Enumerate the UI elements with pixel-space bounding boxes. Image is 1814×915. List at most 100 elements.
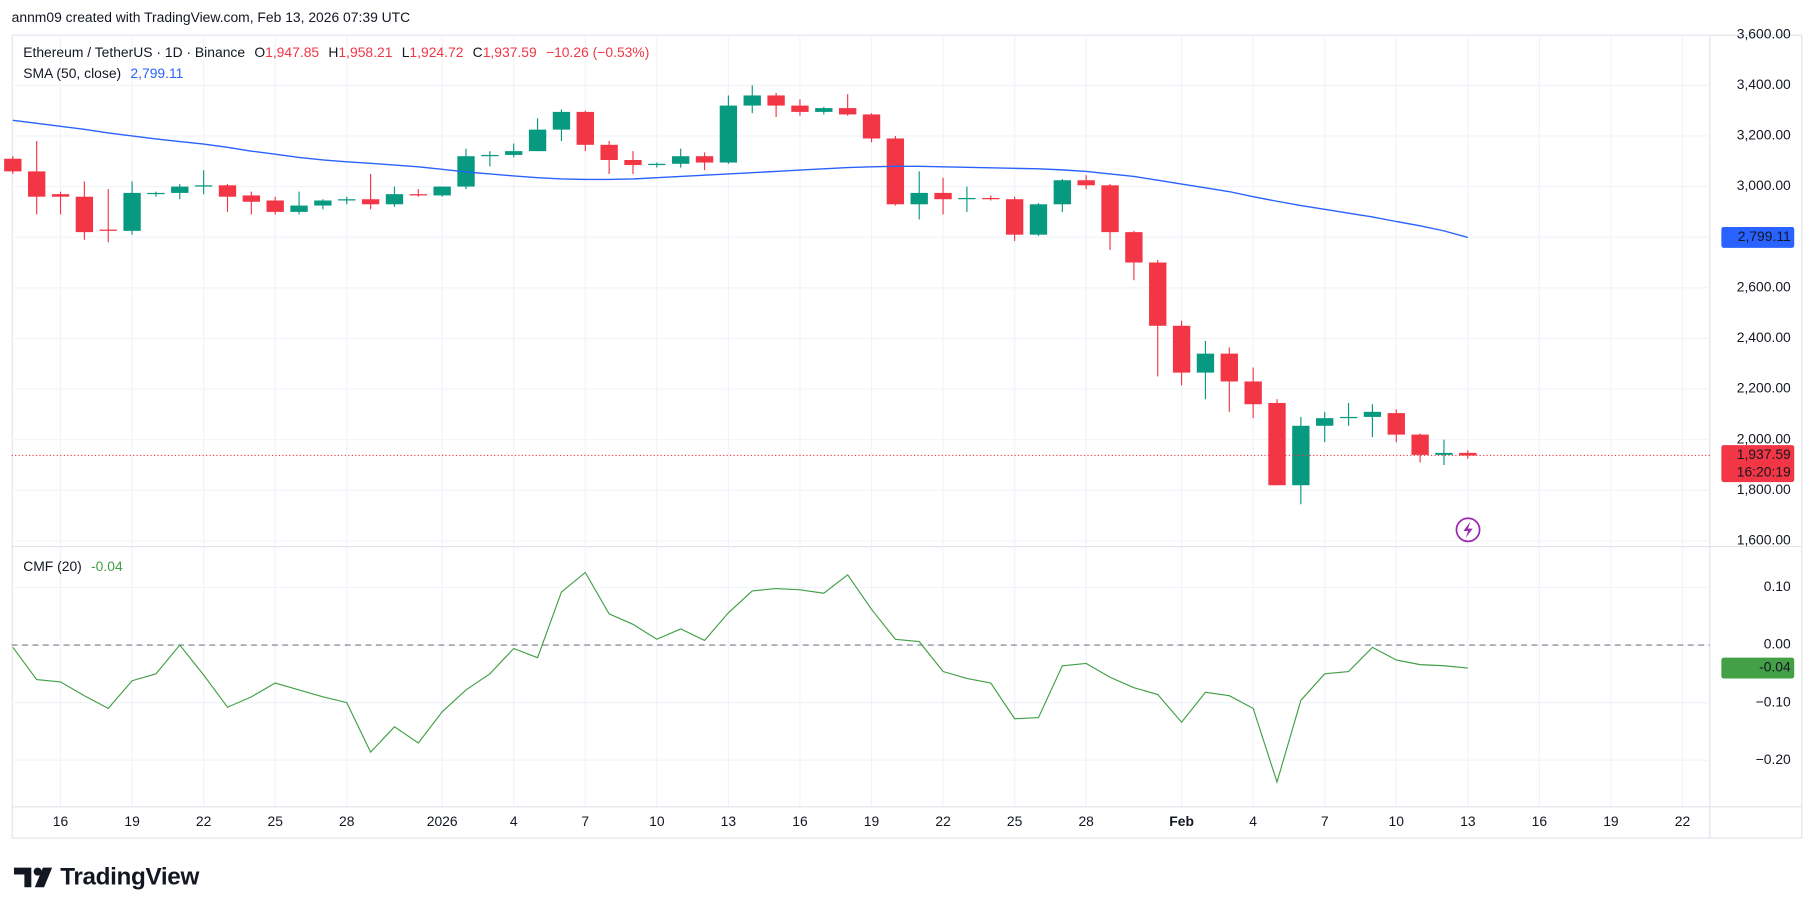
candle-body	[1363, 411, 1382, 417]
candle-body	[1387, 413, 1405, 435]
cmf-badge-label: -0.04	[1759, 659, 1791, 675]
x-tick-label: 22	[1675, 813, 1691, 829]
price-legend: Ethereum / TetherUS · 1D · Binance O1,947…	[23, 44, 649, 60]
candle-body	[123, 192, 141, 231]
ohlc-key: O	[254, 44, 265, 60]
x-tick-label: 4	[510, 813, 518, 829]
candle-body	[505, 151, 523, 155]
candle-body	[1149, 262, 1167, 326]
y-tick-label: 2,000.00	[1737, 430, 1791, 446]
x-tick-label: Feb	[1169, 813, 1194, 829]
y-tick-label: 1,600.00	[1737, 532, 1791, 548]
candle-body	[27, 171, 46, 197]
y-tick-label: −0.20	[1756, 751, 1791, 767]
candle-body	[1220, 353, 1238, 382]
candle-body	[409, 194, 427, 196]
y-tick-label: 0.10	[1764, 578, 1791, 594]
candle-body	[886, 138, 905, 205]
candle-body	[648, 163, 666, 166]
y-tick-label: −0.10	[1756, 693, 1791, 709]
candle-body	[290, 205, 308, 212]
candle-body	[1459, 452, 1477, 456]
candle-body	[1316, 418, 1334, 426]
candle-body	[1268, 402, 1286, 486]
ohlc-value: 1,937.59	[483, 44, 537, 60]
candle-body	[1172, 325, 1191, 373]
candle-body	[719, 105, 738, 163]
candle-body	[338, 199, 356, 201]
x-tick-label: 13	[721, 813, 737, 829]
x-tick-label: 16	[53, 813, 69, 829]
ohlc-key: L	[402, 44, 410, 60]
ohlc-key: C	[473, 44, 483, 60]
candle-body	[576, 111, 594, 145]
candle-body	[1411, 434, 1429, 455]
countdown-label: 16:20:19	[1737, 464, 1791, 480]
x-tick-label: 2026	[427, 813, 458, 829]
candle-body	[862, 114, 881, 139]
candle-body	[194, 185, 213, 187]
candle-body	[672, 156, 690, 164]
candle-body	[171, 186, 189, 193]
change: −10.26 (−0.53%)	[546, 44, 649, 60]
marks	[4, 85, 1710, 785]
candle-body	[1339, 416, 1358, 419]
x-tick-label: 22	[935, 813, 951, 829]
attribution: annm09 created with TradingView.com, Feb…	[12, 9, 411, 25]
candle-body	[815, 108, 833, 112]
candle-body	[51, 194, 70, 197]
candle-body	[75, 196, 94, 233]
y-tick-label: 1,800.00	[1737, 481, 1791, 497]
sma-legend: SMA (50, close) 2,799.11	[23, 65, 183, 81]
candle-body	[624, 159, 642, 166]
candle-body	[934, 192, 952, 200]
candle-body	[1292, 425, 1310, 486]
candle-body	[147, 192, 165, 195]
y-tick-label: 3,200.00	[1737, 127, 1791, 143]
x-tick-label: 16	[792, 813, 808, 829]
x-tick-label: 10	[1389, 813, 1405, 829]
ohlc-key: H	[328, 44, 338, 60]
x-tick-label: 4	[1249, 813, 1257, 829]
candle-body	[1244, 381, 1262, 405]
x-tick-label: 13	[1460, 813, 1476, 829]
x-tick-label: 25	[267, 813, 283, 829]
candle-body	[528, 129, 547, 152]
candle-body	[791, 105, 809, 112]
y-tick-label: 2,400.00	[1737, 329, 1791, 345]
x-tick-label: 7	[581, 813, 589, 829]
sma-badge	[1721, 227, 1795, 248]
candle-body	[99, 229, 117, 231]
cmf-line	[12, 571, 1468, 785]
ohlc-value: 1,947.85	[265, 44, 319, 60]
y-tick-label: 2,200.00	[1737, 380, 1791, 396]
x-tick-label: 19	[864, 813, 880, 829]
candle-body	[4, 158, 22, 172]
logo-icon	[13, 867, 53, 888]
sma-name: SMA (50, close)	[23, 65, 121, 81]
ohlc-value: 1,924.72	[409, 44, 463, 60]
symbol: Ethereum / TetherUS · 1D · Binance	[23, 44, 245, 60]
alert-icon	[1455, 517, 1481, 543]
y-tick-label: 3,600.00	[1737, 25, 1791, 41]
logo-text: TradingView	[60, 863, 199, 890]
ohlc-value: 1,958.21	[338, 44, 392, 60]
last-price-badge	[1721, 445, 1795, 483]
y-tick-label: 3,400.00	[1737, 76, 1791, 92]
x-tick-label: 25	[1007, 813, 1023, 829]
candle-body	[958, 197, 976, 200]
candle-body	[1077, 180, 1095, 186]
y-tick-label: 2,600.00	[1737, 278, 1791, 294]
candle-body	[1435, 452, 1453, 455]
y-tick-label: 0.00	[1764, 636, 1791, 652]
cmf-value: -0.04	[91, 557, 123, 573]
candle-body	[361, 199, 380, 205]
candle-body	[242, 195, 261, 202]
x-tick-label: 19	[1603, 813, 1619, 829]
candle-body	[910, 192, 928, 205]
candle-body	[266, 200, 284, 212]
x-tick-label: 22	[196, 813, 212, 829]
